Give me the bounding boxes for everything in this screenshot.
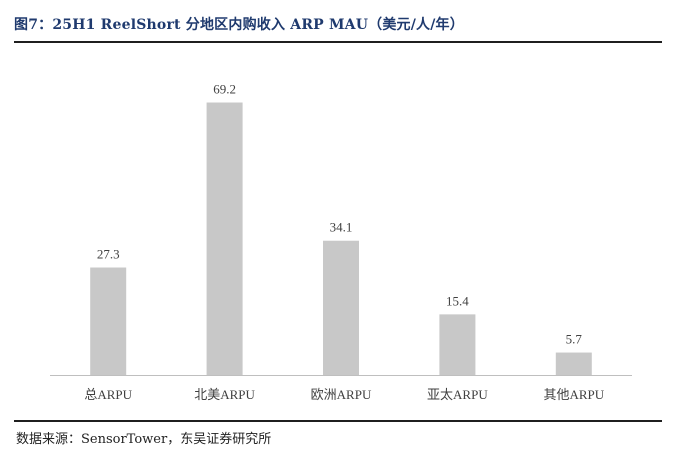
data-label-1: 27.3 — [97, 247, 120, 262]
bottom-rule — [14, 420, 662, 422]
bar-3 — [323, 240, 359, 375]
bar-1 — [90, 267, 127, 375]
source-note: 数据来源：SensorTower，东吴证券研究所 — [16, 432, 272, 447]
category-label-1: 总ARPU — [84, 387, 132, 402]
bar-4 — [439, 314, 476, 375]
category-label-3: 欧洲ARPU — [311, 387, 372, 402]
bar-5 — [555, 352, 592, 375]
chart-title: 图7：25H1 ReelShort 分地区内购收入 ARP MAU（美元/人/年… — [14, 17, 464, 33]
bar-2 — [206, 102, 243, 376]
top-rule — [14, 41, 662, 43]
category-label-2: 北美ARPU — [194, 387, 255, 402]
data-label-2: 69.2 — [213, 82, 236, 97]
data-label-5: 5.7 — [566, 332, 583, 347]
data-label-3: 34.1 — [330, 220, 353, 235]
category-label-4: 亚太ARPU — [427, 387, 488, 402]
category-label-5: 其他ARPU — [543, 387, 604, 402]
data-label-4: 15.4 — [446, 293, 469, 308]
